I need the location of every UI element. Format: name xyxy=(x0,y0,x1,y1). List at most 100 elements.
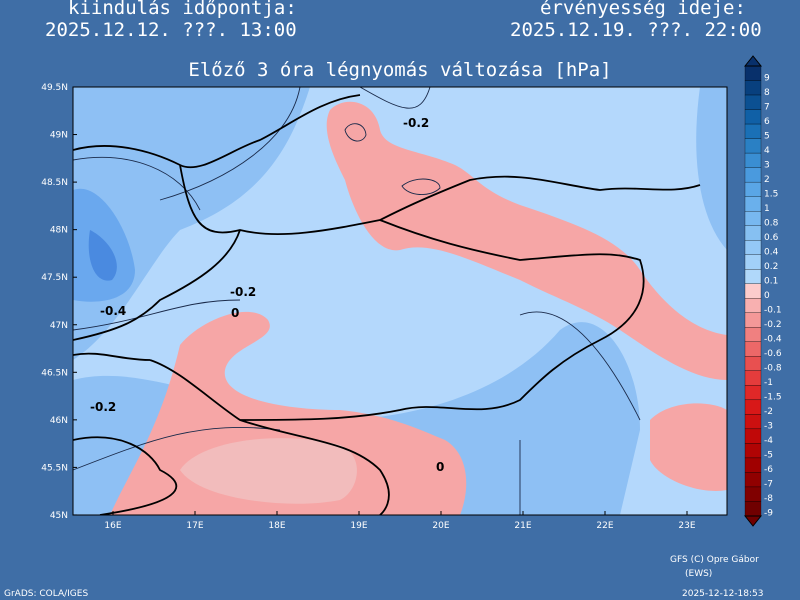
colorbar-cell xyxy=(744,94,762,110)
lon-label: 19E xyxy=(350,521,367,531)
contour-label: -0.2 xyxy=(230,285,256,299)
lon-label: 16E xyxy=(104,521,121,531)
colorbar-cell xyxy=(744,370,762,386)
colorbar-cell xyxy=(744,472,762,488)
contour-label: 0 xyxy=(231,306,239,320)
timestamp: 2025-12-12-18:53 xyxy=(682,589,764,599)
colorbar-label: -0.4 xyxy=(764,335,782,345)
colorbar-cell xyxy=(744,414,762,430)
lat-label: 46.5N xyxy=(41,368,68,378)
colorbar-cell xyxy=(744,240,762,255)
lat-label: 45N xyxy=(50,511,68,521)
colorbar-label: 7 xyxy=(764,102,770,112)
colorbar-cell xyxy=(744,181,762,197)
colorbar-label: -8 xyxy=(764,494,773,504)
colorbar-label: 0.6 xyxy=(764,233,779,243)
lat-label: 47.5N xyxy=(41,273,68,283)
colorbar-label: 9 xyxy=(764,73,770,83)
colorbar-label: 0.1 xyxy=(764,276,778,286)
colorbar-cell xyxy=(744,123,762,139)
colorbar-cell xyxy=(744,211,762,226)
lon-label: 17E xyxy=(186,521,203,531)
lat-label: 47N xyxy=(50,321,68,331)
colorbar-label: 2 xyxy=(764,175,770,185)
colorbar-cell xyxy=(744,109,762,125)
lat-label: 45.5N xyxy=(41,463,68,473)
colorbar-cell xyxy=(744,312,762,328)
colorbar-label: -3 xyxy=(764,422,773,432)
field-mid xyxy=(73,87,310,360)
field-pink xyxy=(650,403,727,491)
colorbar-label: -5 xyxy=(764,451,773,461)
colorbar-arrow-bottom xyxy=(743,515,763,527)
valid-label: érvényesség ideje: xyxy=(540,0,746,19)
map-frame xyxy=(72,86,728,516)
colorbar-label: -0.8 xyxy=(764,364,782,374)
colorbar-cell xyxy=(744,138,762,154)
colorbar-label: -0.1 xyxy=(764,306,782,316)
colorbar-label: 0.4 xyxy=(764,247,779,257)
credit-sub: (EWS) xyxy=(685,569,712,579)
field-pink xyxy=(326,101,727,380)
credit: GFS (C) Opre Gábor xyxy=(670,555,759,565)
colorbar-label: 8 xyxy=(764,88,770,98)
colorbar-label: 0 xyxy=(764,291,770,301)
lat-label: 46N xyxy=(50,416,68,426)
colorbar-cell xyxy=(744,65,762,81)
colorbar-cell xyxy=(744,225,762,241)
valid-time: 2025.12.19. ???. 22:00 xyxy=(510,19,762,41)
colorbar-label: 4 xyxy=(764,146,770,156)
colorbar-label: -0.2 xyxy=(764,320,782,330)
colorbar-cell xyxy=(744,457,762,473)
colorbar-arrow-top xyxy=(743,55,763,67)
lon-label: 23E xyxy=(678,521,695,531)
lon-label: 22E xyxy=(596,521,613,531)
contour-label: -0.4 xyxy=(100,304,126,318)
colorbar-label: -9 xyxy=(764,509,773,519)
contour-label: -0.2 xyxy=(403,116,429,130)
start-label: kiindulás időpontja: xyxy=(68,0,297,19)
colorbar-cell xyxy=(744,341,762,357)
colorbar-cell xyxy=(744,196,762,212)
colorbar-label: -1.5 xyxy=(764,393,782,403)
colorbar-label: 3 xyxy=(764,160,770,170)
map xyxy=(72,86,728,516)
colorbar-cell xyxy=(744,385,762,401)
field-pink-core xyxy=(180,438,357,504)
colorbar-cell xyxy=(744,501,762,517)
colorbar-label: -4 xyxy=(764,436,773,446)
colorbar-label: 1.5 xyxy=(764,189,778,199)
colorbar-label: -7 xyxy=(764,480,773,490)
contour-label: -0.2 xyxy=(90,400,116,414)
colorbar-label: 1 xyxy=(764,204,770,214)
colorbar-label: 5 xyxy=(764,131,770,141)
colorbar-cell xyxy=(744,152,762,168)
field-darker xyxy=(88,230,117,281)
colorbar-label: -6 xyxy=(764,465,773,475)
software: GrADS: COLA/IGES xyxy=(4,589,88,599)
colorbar-cell xyxy=(744,283,762,299)
contour xyxy=(344,123,441,195)
colorbar-cell xyxy=(744,254,762,270)
lon-label: 21E xyxy=(514,521,531,531)
contour xyxy=(73,87,641,515)
colorbar-cell xyxy=(744,167,762,183)
contour-label: 0 xyxy=(436,460,444,474)
colorbar-cell xyxy=(744,356,762,371)
lat-label: 49.5N xyxy=(41,83,68,93)
colorbar-cell xyxy=(744,428,762,444)
lat-label: 48N xyxy=(50,226,68,236)
colorbar-label: 0.8 xyxy=(764,218,779,228)
colorbar-label: -0.6 xyxy=(764,349,782,359)
lat-label: 49N xyxy=(50,131,68,141)
colorbar-cell xyxy=(744,399,762,415)
lat-label: 48.5N xyxy=(41,178,68,188)
colorbar-cell xyxy=(744,443,762,459)
border xyxy=(73,94,701,515)
colorbar-label: -2 xyxy=(764,407,773,417)
colorbar-cell xyxy=(744,269,762,284)
map-title: Előző 3 óra légnyomás változása [hPa] xyxy=(188,59,611,81)
lon-label: 18E xyxy=(268,521,285,531)
start-time: 2025.12.12. ???. 13:00 xyxy=(45,19,297,41)
